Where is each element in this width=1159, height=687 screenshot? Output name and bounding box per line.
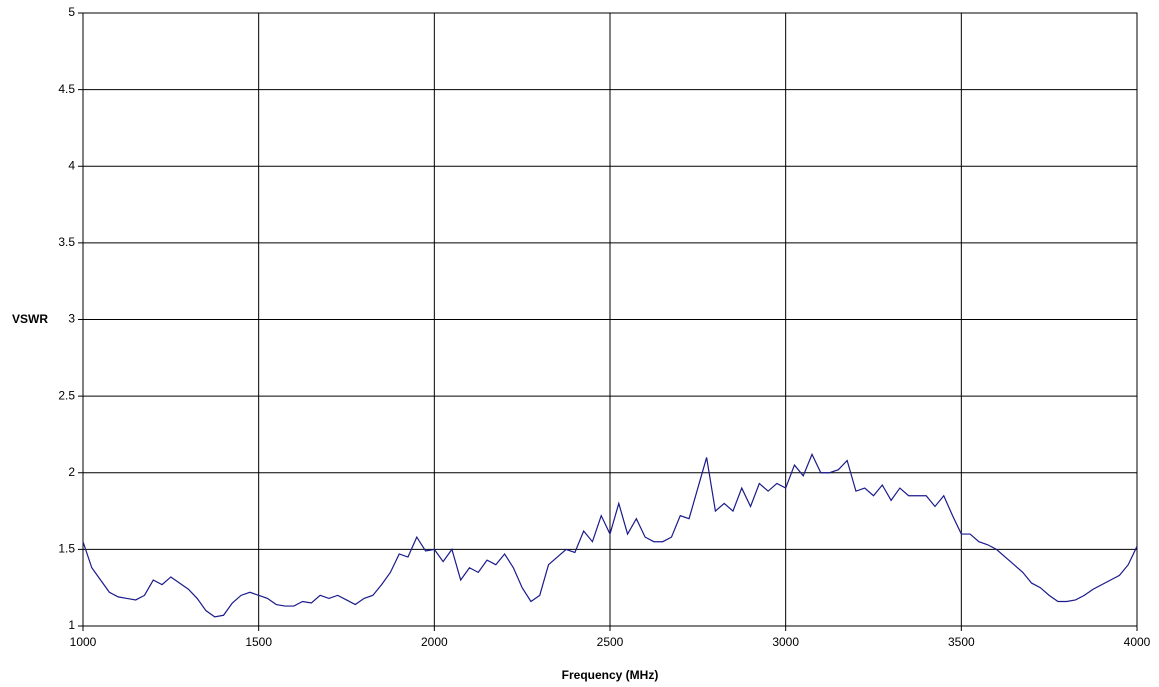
y-tick-label: 2.5	[58, 388, 75, 402]
y-tick-label: 1	[68, 618, 75, 632]
x-tick-label: 3000	[772, 635, 799, 649]
x-tick-label: 4000	[1124, 635, 1151, 649]
x-axis-label: Frequency (MHz)	[562, 668, 659, 682]
y-tick-label: 1.5	[58, 542, 75, 556]
y-tick-label: 3.5	[58, 235, 75, 249]
data-line	[82, 452, 1138, 618]
y-axis-label: VSWR	[12, 312, 48, 326]
y-tick-label: 3	[68, 312, 75, 326]
x-tick-label: 1000	[70, 635, 97, 649]
x-tick-label: 2000	[421, 635, 448, 649]
y-tick-label: 2	[68, 465, 75, 479]
x-tick-label: 1500	[245, 635, 272, 649]
y-tick-label: 5	[68, 5, 75, 19]
y-tick-label: 4.5	[58, 82, 75, 96]
y-tick-label: 4	[68, 158, 75, 172]
x-tick-label: 3500	[948, 635, 975, 649]
x-tick-label: 2500	[597, 635, 624, 649]
